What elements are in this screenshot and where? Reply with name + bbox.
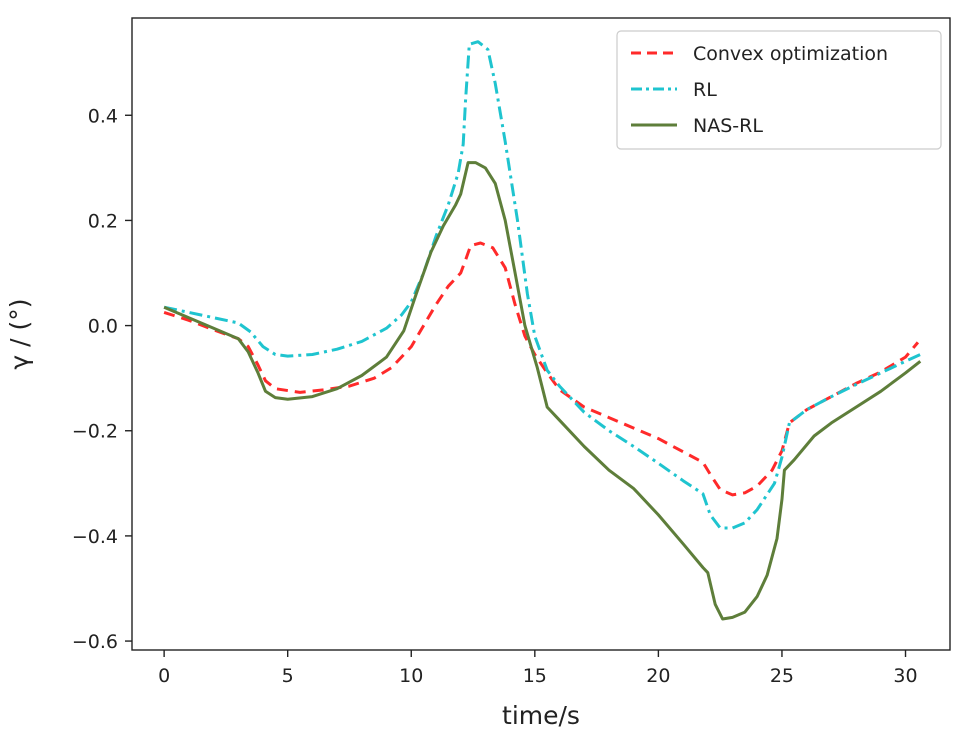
y-tick-label: −0.4 xyxy=(72,526,118,548)
x-tick-label: 20 xyxy=(646,665,670,687)
legend-box xyxy=(616,30,942,150)
y-tick-label: −0.2 xyxy=(72,421,118,443)
y-tick-label: 0.4 xyxy=(88,105,118,127)
x-tick-label: 0 xyxy=(158,665,170,687)
series-line-convex-optimization xyxy=(163,241,920,497)
legend-label: Convex optimization xyxy=(693,43,888,65)
y-tick-label: 0.2 xyxy=(88,210,118,232)
series-line-nas-rl xyxy=(163,161,922,621)
y-axis-label: γ / (°) xyxy=(5,298,34,369)
plot-frame xyxy=(131,17,951,651)
x-axis: 0 5 10 15 20 25 30 xyxy=(158,650,918,687)
x-tick-label: 5 xyxy=(282,665,294,687)
legend-label: RL xyxy=(693,79,717,101)
y-axis: 0.4 0.2 0.0 −0.2 −0.4 −0.6 xyxy=(72,105,132,653)
x-tick-label: 10 xyxy=(399,665,423,687)
x-tick-label: 15 xyxy=(523,665,547,687)
legend: Convex optimization RL NAS-RL xyxy=(616,30,942,150)
x-axis-label: time/s xyxy=(502,701,580,730)
series-layer xyxy=(163,40,922,621)
plot-area-border xyxy=(131,17,951,651)
x-tick-label: 25 xyxy=(770,665,794,687)
y-tick-label: 0.0 xyxy=(88,316,118,338)
x-tick-label: 30 xyxy=(893,665,917,687)
legend-label: NAS-RL xyxy=(693,115,763,137)
y-tick-label: −0.6 xyxy=(72,631,118,653)
series-line-rl xyxy=(163,40,921,530)
